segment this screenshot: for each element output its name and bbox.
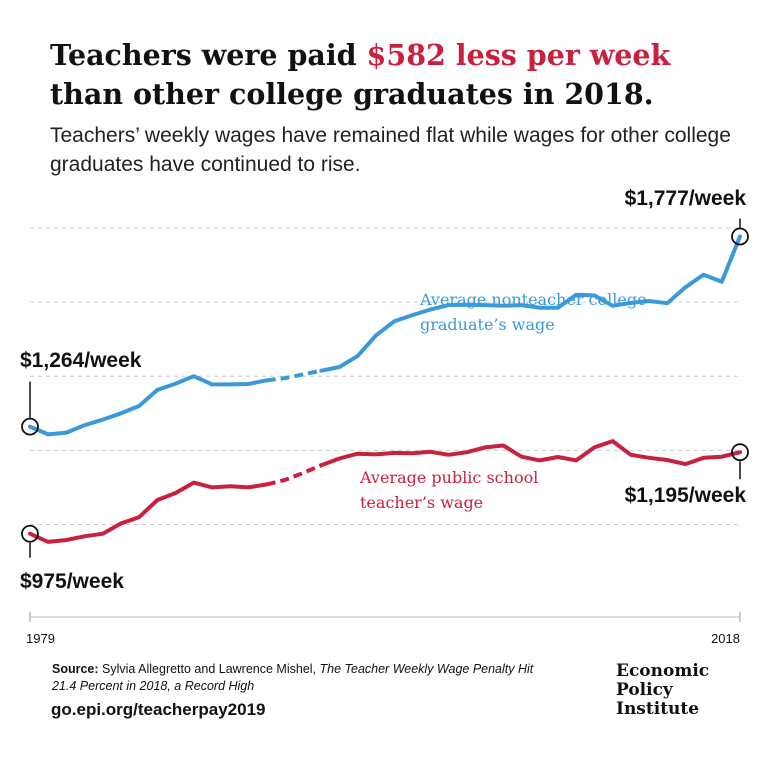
start-value-nonteacher: $1,264/week [20,349,142,372]
logo-line-2: Policy [616,680,673,700]
series-line-nonteacher-2 [266,368,322,383]
end-value-teacher: $1,195/week [625,484,747,507]
title-highlight: $582 less per week [366,38,671,72]
start-marker-nonteacher [21,417,39,436]
chart-subtitle: Teachers’ weekly wages have remained fla… [50,124,731,176]
series-line-teacher-1 [28,480,269,544]
title-part-2: than other college graduates in 2018. [50,77,654,111]
source-authors: Sylvia Allegretto and Lawrence Mishel, [98,662,320,676]
series-label-nonteacher-line-1: Average nonteacher college [419,290,647,309]
logo-line-1: Economic [616,661,710,681]
title-part-1: Teachers were paid [50,38,367,72]
x-tick-label-end: 2018 [711,631,740,646]
series-line-teacher-2 [266,463,323,487]
series-line-teacher-3 [319,439,742,468]
x-tick-label-start: 1979 [26,631,55,646]
start-value-teacher: $975/week [20,570,124,593]
end-marker-teacher [731,443,749,462]
series-line-nonteacher-3 [319,234,742,373]
series-line-nonteacher-1 [28,374,269,437]
start-marker-teacher [21,524,39,543]
source-url[interactable]: go.epi.org/teacherpay2019 [51,700,266,719]
source-label: Source: [52,662,99,676]
epi-logo: Economic Policy Institute [616,662,726,719]
end-marker-nonteacher [731,227,749,246]
source-note: Source: Sylvia Allegretto and Lawrence M… [52,661,552,695]
series-label-nonteacher-line-2: graduate’s wage [420,315,555,334]
logo-line-3: Institute [616,699,700,719]
end-value-nonteacher: $1,777/week [625,187,747,210]
series-label-teacher-line-1: Average public school [359,468,538,487]
source-title: The Teacher Weekly Wage Penalty Hit 21.4… [52,662,534,693]
series-label-teacher-line-2: teacher’s wage [360,493,483,512]
chart-title: Teachers were paid $582 less per week th… [50,36,750,114]
